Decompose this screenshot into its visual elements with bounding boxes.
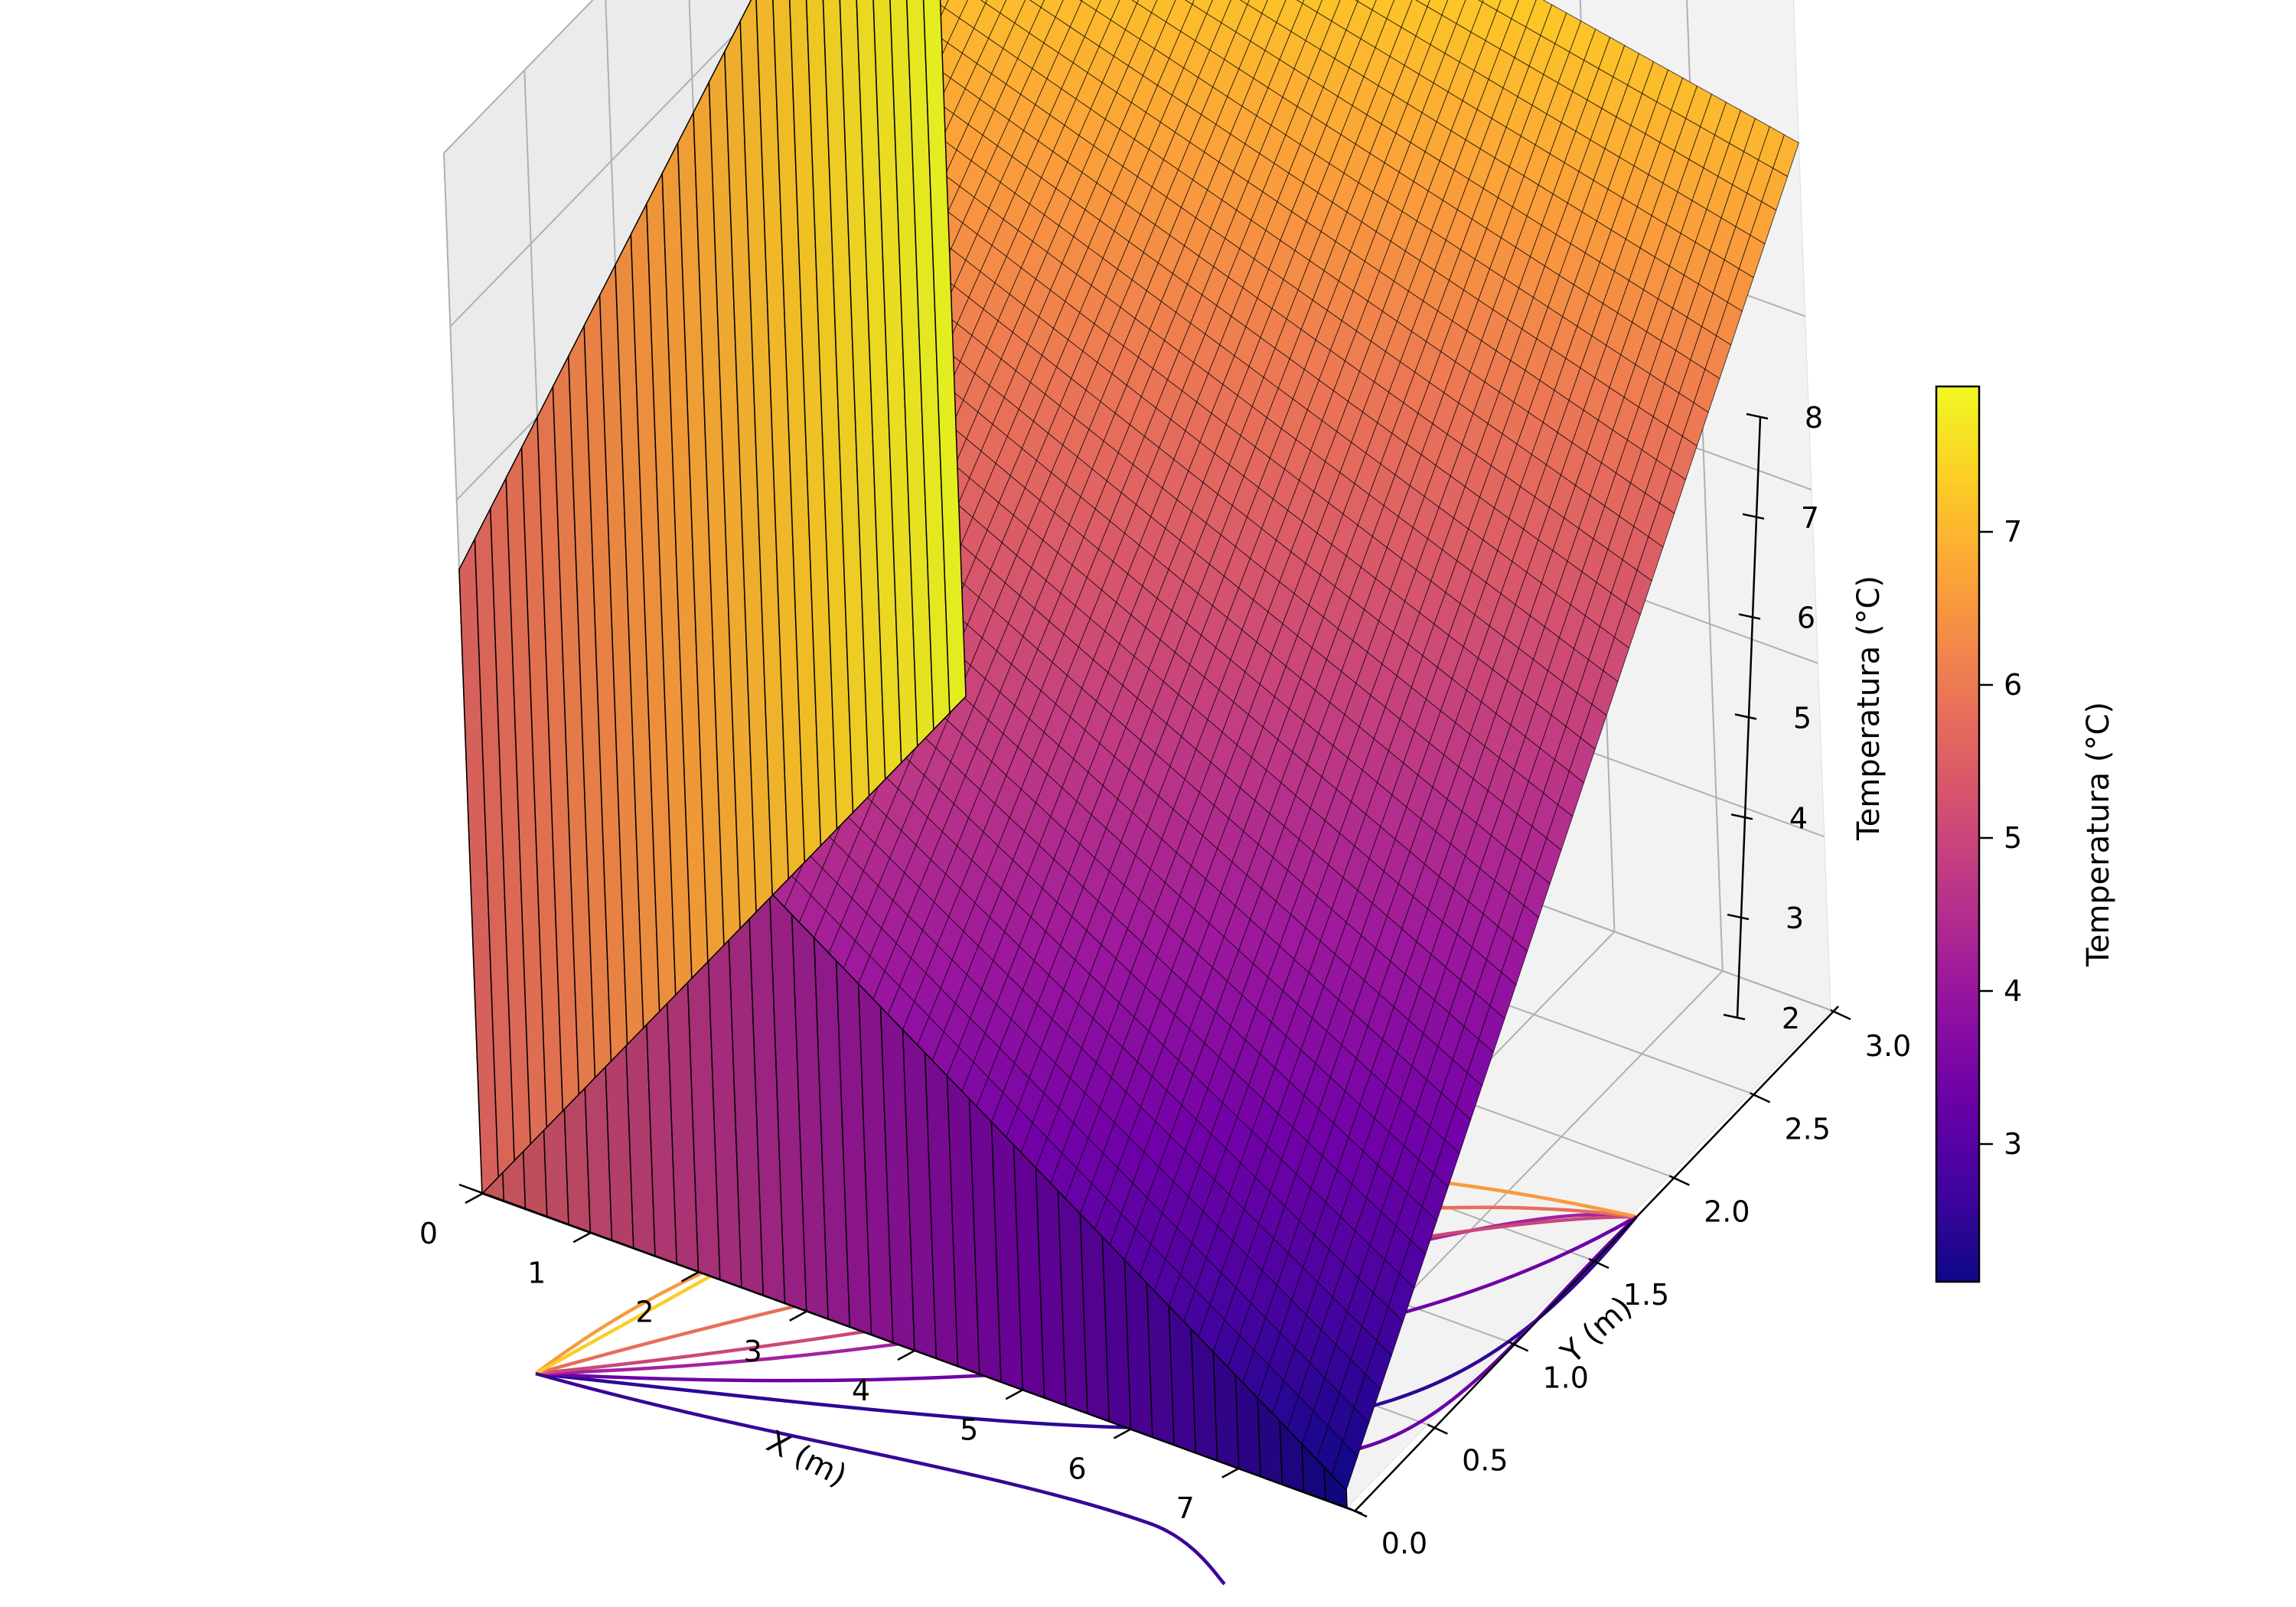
colorbar-tick-label: 3 bbox=[2004, 1127, 2022, 1161]
z-tick-label: 4 bbox=[1789, 801, 1808, 835]
colorbar-label: Temperatura (°C) bbox=[2081, 702, 2116, 967]
grid-line-z bbox=[449, 0, 769, 328]
colorbar-tick-label: 7 bbox=[2004, 515, 2022, 549]
surface-left-wall bbox=[805, 0, 854, 831]
z-tick-label: 5 bbox=[1793, 702, 1812, 735]
y-axis: 0.0 0.5 1.0 1.5 2.0 2.5 3.0 bbox=[1346, 1006, 1911, 1560]
y-tick-label: 3.0 bbox=[1865, 1029, 1911, 1063]
x-tick-mark bbox=[897, 1349, 915, 1361]
z-axis-label: Temperatura (°C) bbox=[1851, 575, 1887, 841]
colorbar-tick-label: 5 bbox=[2004, 821, 2022, 855]
grid-line-z bbox=[443, 0, 594, 154]
x-tick-mark bbox=[465, 1192, 483, 1204]
z-tick-label: 8 bbox=[1805, 401, 1823, 435]
x-tick-label: 6 bbox=[1068, 1452, 1086, 1486]
y-tick-mark bbox=[1346, 1506, 1368, 1518]
colorbar-fill bbox=[1936, 386, 1979, 1282]
y-tick-label: 1.0 bbox=[1542, 1361, 1588, 1394]
y-tick-label: 0.0 bbox=[1381, 1527, 1427, 1560]
surface-left-wall bbox=[755, 0, 806, 881]
y-tick-label: 2.5 bbox=[1784, 1112, 1830, 1146]
x-tick-mark bbox=[1221, 1467, 1240, 1478]
y-tick-mark bbox=[1588, 1257, 1609, 1270]
x-tick-label: 1 bbox=[527, 1256, 546, 1289]
z-tick-mark bbox=[1742, 513, 1765, 520]
surface-left-wall bbox=[772, 0, 822, 864]
z-tick-mark bbox=[1727, 913, 1750, 921]
surface-left-wall bbox=[822, 0, 870, 814]
z-tick-label: 3 bbox=[1786, 901, 1804, 935]
z-tick-mark bbox=[1734, 713, 1757, 720]
z-tick-label: 6 bbox=[1797, 601, 1815, 635]
z-tick-mark bbox=[1738, 613, 1761, 620]
surface-left-wall bbox=[906, 0, 951, 732]
y-tick-label: 2.0 bbox=[1704, 1195, 1750, 1229]
y-tick-mark bbox=[1668, 1175, 1690, 1186]
colorbar-ticks: 3 4 5 6 7 bbox=[1979, 515, 2022, 1161]
x-axis-label: X (m) bbox=[761, 1424, 852, 1494]
contour-line bbox=[535, 1371, 1226, 1586]
colorbar-tick-label: 6 bbox=[2004, 668, 2022, 702]
colorbar-outline bbox=[1935, 385, 1981, 1283]
y-axis-label: Y (m) bbox=[1554, 1289, 1639, 1371]
colorbar: 3 4 5 6 7 Temperatura (°C) bbox=[1935, 385, 2116, 1283]
x-tick-label: 0 bbox=[419, 1217, 438, 1250]
y-tick-mark bbox=[1427, 1423, 1448, 1435]
z-tick-label: 2 bbox=[1782, 1002, 1800, 1035]
x-tick-label: 2 bbox=[635, 1296, 654, 1329]
x-tick-mark bbox=[1113, 1428, 1132, 1439]
z-tick-mark bbox=[1730, 813, 1753, 820]
x-tick-label: 7 bbox=[1176, 1491, 1195, 1525]
contour-line bbox=[534, 1261, 736, 1375]
contour-line bbox=[1331, 1215, 1638, 1456]
x-axis: 0 1 2 3 4 5 6 7 bbox=[419, 1183, 1363, 1525]
temperature-surface bbox=[458, 0, 1799, 1509]
x-tick-mark bbox=[789, 1310, 807, 1322]
x-tick-mark bbox=[1005, 1389, 1023, 1400]
z-tick-mark bbox=[1723, 1013, 1746, 1021]
y-tick-label: 1.5 bbox=[1623, 1278, 1669, 1312]
y-tick-mark bbox=[1750, 1092, 1771, 1103]
x-axis-line bbox=[458, 1183, 1363, 1515]
x-tick-label: 4 bbox=[852, 1374, 870, 1407]
y-tick-label: 0.5 bbox=[1462, 1444, 1508, 1478]
z-tick-mark bbox=[1746, 412, 1769, 420]
surface-left-wall bbox=[839, 0, 886, 797]
x-tick-mark bbox=[572, 1232, 591, 1244]
surface-left-wall bbox=[789, 0, 838, 847]
colorbar-tick-label: 4 bbox=[2004, 974, 2022, 1008]
x-tick-label: 5 bbox=[960, 1413, 978, 1446]
x-tick-mark bbox=[680, 1271, 700, 1283]
surface-left-wall bbox=[872, 0, 918, 764]
surface-left-wall bbox=[889, 0, 934, 748]
x-tick-label: 3 bbox=[744, 1335, 762, 1368]
surface-left-wall bbox=[922, 0, 967, 715]
z-axis: 2 3 4 5 6 7 8 bbox=[1723, 401, 1823, 1035]
z-tick-label: 7 bbox=[1801, 501, 1819, 535]
y-tick-mark bbox=[1508, 1341, 1529, 1352]
surface-left-wall bbox=[739, 0, 790, 897]
surface-left-wall bbox=[856, 0, 902, 781]
y-tick-mark bbox=[1830, 1009, 1851, 1021]
